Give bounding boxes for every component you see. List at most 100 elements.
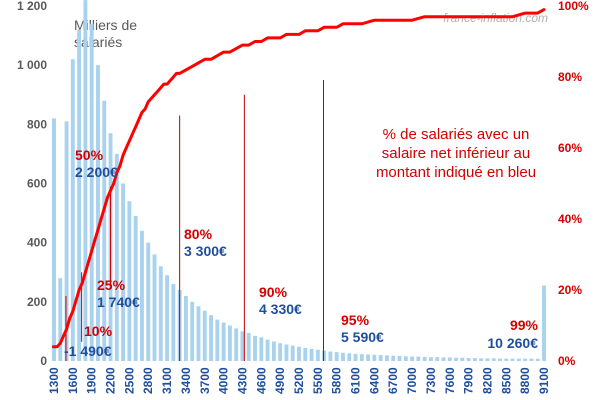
x-tick-label: 4300 (236, 367, 250, 394)
y2-tick-label: 80% (558, 70, 582, 84)
histogram-bar (391, 355, 396, 361)
histogram-bar (529, 358, 534, 361)
histogram-bar (114, 153, 119, 361)
histogram-bar (234, 328, 239, 361)
histogram-bar (498, 358, 502, 361)
histogram-bar (447, 357, 452, 361)
histogram-bar (491, 358, 496, 361)
annotation-pct-99: 99% (510, 317, 539, 333)
histogram-bar (127, 201, 132, 361)
y-tick-label: 600 (27, 177, 47, 191)
histogram-bar (102, 100, 107, 362)
x-tick-label: 4900 (273, 367, 287, 394)
histogram-bar (89, 23, 94, 361)
x-tick-label: 2500 (122, 367, 136, 394)
x-tick-label: 1600 (66, 367, 80, 394)
histogram-bar (372, 354, 377, 361)
histogram-bar (523, 358, 528, 361)
histogram-bar (121, 183, 126, 361)
x-tick-label: 8800 (518, 367, 532, 394)
x-tick-label: 3700 (198, 367, 212, 394)
histogram-bar (535, 358, 540, 361)
histogram-bar (271, 341, 276, 361)
x-tick-label: 5200 (292, 367, 306, 394)
annotation-value-99: 10 260€ (487, 335, 538, 351)
x-tick-label: 4000 (217, 367, 231, 394)
histogram-bar (64, 121, 69, 362)
histogram-bar (422, 356, 427, 361)
histogram-bar (466, 358, 471, 361)
histogram-bar (435, 357, 440, 361)
annotation-value-95: 5 590€ (341, 329, 384, 345)
histogram-bar (158, 266, 163, 361)
histogram-bar (140, 230, 144, 361)
x-tick-label: 6400 (367, 367, 381, 394)
histogram-bar (322, 350, 327, 361)
histogram-bar (359, 354, 364, 361)
histogram-bar (334, 352, 339, 362)
x-tick-label: 7900 (462, 367, 476, 394)
histogram-bar (290, 345, 295, 361)
x-tick-label: 8500 (499, 367, 513, 394)
histogram-bar (246, 332, 251, 361)
histogram-bar (265, 339, 270, 361)
histogram-bar (70, 59, 75, 361)
y-tick-label: 800 (27, 117, 47, 131)
x-tick-label: 7600 (443, 367, 457, 394)
y2-tick-label: 40% (558, 212, 582, 226)
x-tick-label: 4600 (254, 367, 268, 394)
y-tick-label: 1 200 (17, 0, 47, 13)
y-tick-label: 200 (27, 295, 47, 309)
histogram-bar (410, 356, 415, 361)
x-tick-label: 6100 (349, 367, 363, 394)
annotation-value-25: 1 740€ (97, 294, 140, 310)
y2-tick-label: 60% (558, 141, 582, 155)
x-tick-label: 1900 (85, 367, 99, 394)
y-tick-label: 1 000 (17, 58, 47, 72)
annotation-pct-80: 80% (184, 226, 213, 242)
histogram-bar (240, 331, 245, 361)
histogram-bar (284, 344, 289, 361)
annotation-value-10: -1 490€ (64, 343, 112, 359)
note-line2: salaire net inférieur au (382, 145, 530, 162)
annotation-pct-90: 90% (259, 284, 288, 300)
annotation-value-90: 4 330€ (259, 301, 302, 317)
cumulative-percent-line (51, 8, 546, 349)
histogram-bar (441, 357, 446, 361)
histogram-bar (253, 335, 257, 361)
annotation-pct-50: 50% (75, 147, 104, 163)
histogram-bar (479, 358, 484, 361)
histogram-bar (183, 295, 188, 361)
histogram-bar (366, 354, 371, 361)
annotation-pct-10: 10% (84, 323, 113, 339)
y-axis-label-line2: salariés (74, 34, 122, 50)
histogram-bar (472, 358, 477, 361)
x-tick-label: 7000 (405, 367, 419, 394)
x-tick-label: 2200 (104, 367, 118, 394)
annotation-pct-25: 25% (97, 277, 126, 293)
x-tick-label: 5500 (311, 367, 325, 394)
x-tick-label: 3400 (179, 367, 193, 394)
histogram-bar (504, 358, 509, 361)
histogram-bar (403, 356, 408, 361)
note-line1: % de salariés avec un (383, 126, 530, 143)
histogram-bar (485, 358, 490, 361)
x-tick-label: 3100 (160, 367, 174, 394)
histogram-bar (297, 346, 301, 361)
histogram-bar (221, 322, 226, 361)
x-tick-label: 7300 (424, 367, 438, 394)
histogram-bar (341, 352, 345, 361)
y2-tick-label: 100% (558, 0, 589, 13)
histogram-bar (542, 285, 546, 361)
y2-tick-label: 20% (558, 283, 582, 297)
histogram-bar (171, 284, 176, 361)
histogram-bar (259, 337, 264, 361)
histogram-bar (152, 254, 157, 361)
histogram-bar (196, 306, 201, 361)
histogram-bar (52, 118, 56, 361)
histogram-bar (227, 325, 232, 361)
annotation-value-80: 3 300€ (184, 243, 227, 259)
histogram-bar (347, 353, 352, 361)
x-tick-label: 6700 (386, 367, 400, 394)
histogram-bar (278, 343, 283, 361)
